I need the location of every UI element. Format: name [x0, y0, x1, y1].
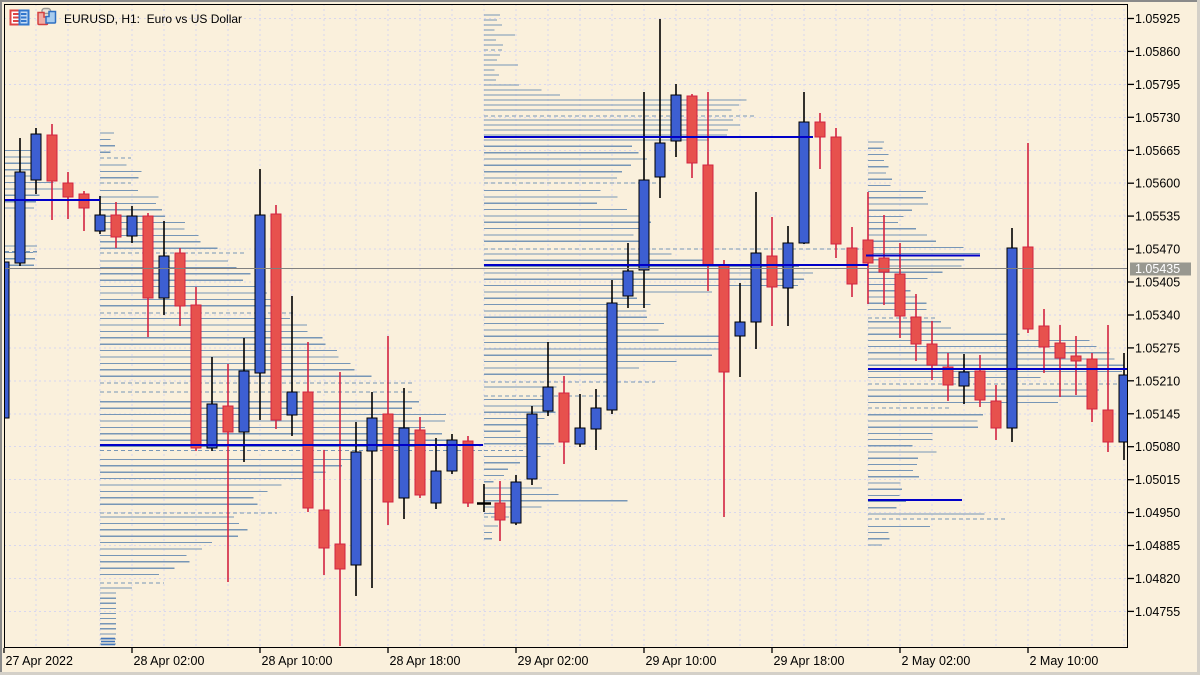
svg-text:29 Apr 18:00: 29 Apr 18:00	[774, 654, 845, 668]
svg-text:29 Apr 10:00: 29 Apr 10:00	[646, 654, 717, 668]
svg-text:1.04885: 1.04885	[1135, 539, 1180, 553]
svg-text:2 May 10:00: 2 May 10:00	[1030, 654, 1099, 668]
svg-text:EURUSD, H1: Euro vs US Dollar: EURUSD, H1: Euro vs US Dollar	[64, 12, 242, 26]
svg-text:1.05470: 1.05470	[1135, 243, 1180, 257]
svg-text:28 Apr 02:00: 28 Apr 02:00	[134, 654, 205, 668]
svg-text:1.05405: 1.05405	[1135, 276, 1180, 290]
svg-text:28 Apr 18:00: 28 Apr 18:00	[390, 654, 461, 668]
svg-text:1.05340: 1.05340	[1135, 309, 1180, 323]
svg-text:1.05080: 1.05080	[1135, 440, 1180, 454]
svg-text:1.05435: 1.05435	[1135, 262, 1180, 276]
svg-text:1.05860: 1.05860	[1135, 45, 1180, 59]
svg-text:1.04820: 1.04820	[1135, 572, 1180, 586]
svg-text:1.05015: 1.05015	[1135, 473, 1180, 487]
svg-text:28 Apr 10:00: 28 Apr 10:00	[262, 654, 333, 668]
svg-text:2 May 02:00: 2 May 02:00	[902, 654, 971, 668]
svg-text:1.04950: 1.04950	[1135, 506, 1180, 520]
svg-text:27 Apr 2022: 27 Apr 2022	[6, 654, 73, 668]
svg-text:1.05730: 1.05730	[1135, 111, 1180, 125]
svg-text:29 Apr 02:00: 29 Apr 02:00	[518, 654, 589, 668]
svg-text:1.04755: 1.04755	[1135, 605, 1180, 619]
svg-text:1.05210: 1.05210	[1135, 374, 1180, 388]
svg-text:1.05535: 1.05535	[1135, 210, 1180, 224]
svg-text:1.05145: 1.05145	[1135, 407, 1180, 421]
svg-text:1.05925: 1.05925	[1135, 12, 1180, 26]
svg-text:1.05665: 1.05665	[1135, 144, 1180, 158]
svg-text:1.05600: 1.05600	[1135, 177, 1180, 191]
svg-text:1.05795: 1.05795	[1135, 78, 1180, 92]
svg-text:1.05275: 1.05275	[1135, 341, 1180, 355]
